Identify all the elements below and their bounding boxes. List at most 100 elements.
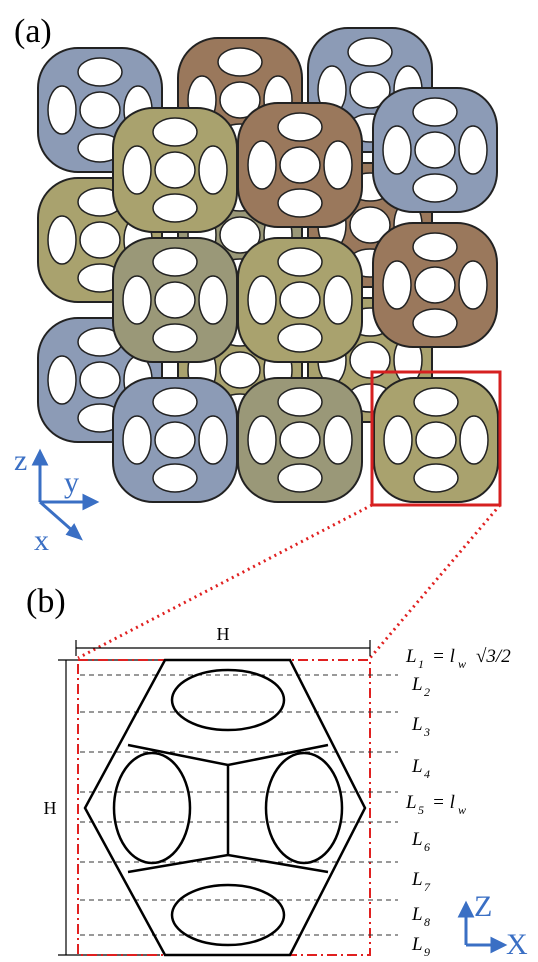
cell-hole <box>199 276 227 324</box>
cell-hole <box>123 276 151 324</box>
cell-hole <box>248 416 276 464</box>
cell-hole <box>278 189 322 217</box>
figure: (a) z y x (b) H H L1L2L3L4L5L6L7L8L9= lw… <box>0 0 538 962</box>
level-index: 7 <box>424 880 431 894</box>
panel-label: (a) <box>14 13 52 50</box>
zoom-line <box>370 505 500 658</box>
level-symbol: L <box>405 646 417 667</box>
cell-hole <box>413 233 457 261</box>
equation-tail: √3/2 <box>476 646 511 667</box>
cell-hole <box>155 422 195 458</box>
cell-hole <box>459 261 487 309</box>
level-index: 2 <box>424 685 430 699</box>
cell-hole <box>80 222 120 258</box>
dimension-lines <box>58 640 370 955</box>
cell-hole <box>155 152 195 188</box>
width-label: H <box>217 624 230 644</box>
equation-sub: w <box>458 657 466 671</box>
cell-hole <box>384 416 412 464</box>
cell-hole <box>220 352 260 388</box>
cell-hole <box>413 174 457 202</box>
cell-hole <box>324 276 352 324</box>
level-symbol: L <box>411 934 423 955</box>
axis-label: z <box>14 444 27 477</box>
level-symbol: L <box>405 792 417 813</box>
cell-hole <box>416 422 456 458</box>
cell-hole <box>324 416 352 464</box>
level-index: 5 <box>418 803 424 817</box>
cell <box>374 378 498 502</box>
level-index: 1 <box>418 657 424 671</box>
level-symbol: L <box>411 869 423 890</box>
cell-hole <box>414 464 458 492</box>
cell-hole <box>199 146 227 194</box>
level-symbol: L <box>411 756 423 777</box>
axis-label: Z <box>474 890 492 923</box>
equation: = l <box>432 792 455 813</box>
cell-hole <box>280 422 320 458</box>
axis-label: X <box>506 928 528 961</box>
cell-hole <box>415 267 455 303</box>
cell-hole <box>48 86 76 134</box>
cell <box>113 238 237 362</box>
cell-hole <box>324 141 352 189</box>
cell-hole <box>218 48 262 76</box>
panel-label: (b) <box>26 583 66 620</box>
cell <box>373 88 497 212</box>
cell <box>113 108 237 232</box>
cell-hole <box>248 276 276 324</box>
cell-hole <box>459 126 487 174</box>
level-symbol: L <box>411 904 423 925</box>
equation-sub: w <box>458 803 466 817</box>
equation: = l <box>432 646 455 667</box>
cell-hole <box>280 147 320 183</box>
cell-hole <box>123 146 151 194</box>
cell-hole <box>80 92 120 128</box>
cell-hole <box>383 126 411 174</box>
level-lines <box>80 675 398 935</box>
cell-hole <box>153 118 197 146</box>
cell-hole <box>153 248 197 276</box>
cell-hole <box>153 324 197 352</box>
cell <box>238 378 362 502</box>
cell-hole <box>48 356 76 404</box>
cell-hole <box>153 464 197 492</box>
cell-hole <box>278 113 322 141</box>
cell-hole <box>383 261 411 309</box>
cell-hole <box>413 98 457 126</box>
cell-hole <box>414 388 458 416</box>
cell-hole <box>278 248 322 276</box>
cell <box>238 103 362 227</box>
cell <box>373 223 497 347</box>
cell-hole <box>123 416 151 464</box>
level-index: 4 <box>424 767 430 781</box>
level-symbol: L <box>411 829 423 850</box>
cell-hole <box>280 282 320 318</box>
level-labels: L1L2L3L4L5L6L7L8L9= lw√3/2= lw <box>405 646 511 959</box>
cell-hole <box>153 194 197 222</box>
cell-hole <box>415 132 455 168</box>
cell-hole <box>80 362 120 398</box>
unit-cell-box <box>78 660 370 955</box>
level-symbol: L <box>411 674 423 695</box>
cell-hole <box>155 282 195 318</box>
level-symbol: L <box>411 714 423 735</box>
level-index: 3 <box>423 725 430 739</box>
level-index: 9 <box>424 945 430 959</box>
cell-hole <box>199 416 227 464</box>
cell-hole <box>78 58 122 86</box>
cell <box>113 378 237 502</box>
axis-label: x <box>34 524 49 557</box>
cell <box>238 238 362 362</box>
cell-hole <box>460 416 488 464</box>
cell-hole <box>278 324 322 352</box>
cell-hole <box>48 216 76 264</box>
cell-hole <box>348 38 392 66</box>
cell-hole <box>248 141 276 189</box>
cell-hole <box>413 309 457 337</box>
cell-hole <box>153 388 197 416</box>
cell-outline <box>85 660 365 955</box>
mesh-lattice <box>38 28 498 502</box>
cell-hole <box>278 464 322 492</box>
level-index: 6 <box>424 840 430 854</box>
